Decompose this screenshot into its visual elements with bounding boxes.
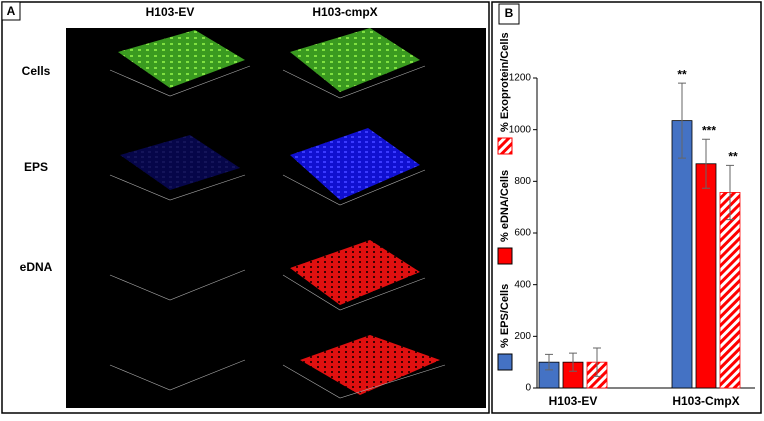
row-label: Cells: [22, 64, 51, 78]
error-bar: [702, 138, 710, 189]
row-label: eDNA: [20, 260, 53, 274]
legend-label: % Exoprotein/Cells: [499, 32, 511, 132]
panel-label: B: [505, 6, 514, 20]
significance-marker: **: [677, 67, 687, 81]
significance-marker: ***: [702, 123, 716, 137]
y-tick-label: 1200: [509, 73, 532, 84]
bar: [695, 163, 717, 389]
microscopy-background: [66, 28, 486, 408]
bar: [671, 120, 693, 389]
error-bar: [545, 353, 553, 371]
microscopy-images: [109, 28, 446, 399]
legend-swatch: [497, 137, 513, 155]
column-label: H103-EV: [146, 5, 195, 19]
y-tick-label: 400: [514, 279, 531, 290]
row-label: Proteins: [12, 348, 60, 362]
bar: [719, 192, 741, 389]
panel-b-label-box: [498, 3, 520, 25]
legend-swatch: [497, 247, 513, 265]
legend-label: % EPS/Cells: [499, 284, 511, 348]
y-tick-label: 1000: [509, 124, 532, 135]
y-tick-label: 800: [514, 176, 531, 187]
error-bar: [678, 82, 686, 159]
y-tick-label: 0: [525, 383, 531, 394]
legend-swatch: [497, 353, 513, 371]
significance-marker: **: [728, 149, 738, 163]
legend-label: % eDNA/Cells: [499, 170, 511, 242]
y-tick-label: 600: [514, 228, 531, 239]
error-bar: [593, 347, 601, 377]
error-bar: [569, 352, 577, 372]
y-tick-label: 200: [514, 331, 531, 342]
row-label: EPS: [24, 160, 48, 174]
panel-a-label-box: [1, 1, 21, 21]
column-label: H103-cmpX: [312, 5, 377, 19]
panel-label: A: [7, 4, 16, 18]
error-bar: [726, 164, 734, 221]
x-tick-label: H103-EV: [549, 394, 598, 408]
x-tick-label: H103-CmpX: [672, 394, 739, 408]
